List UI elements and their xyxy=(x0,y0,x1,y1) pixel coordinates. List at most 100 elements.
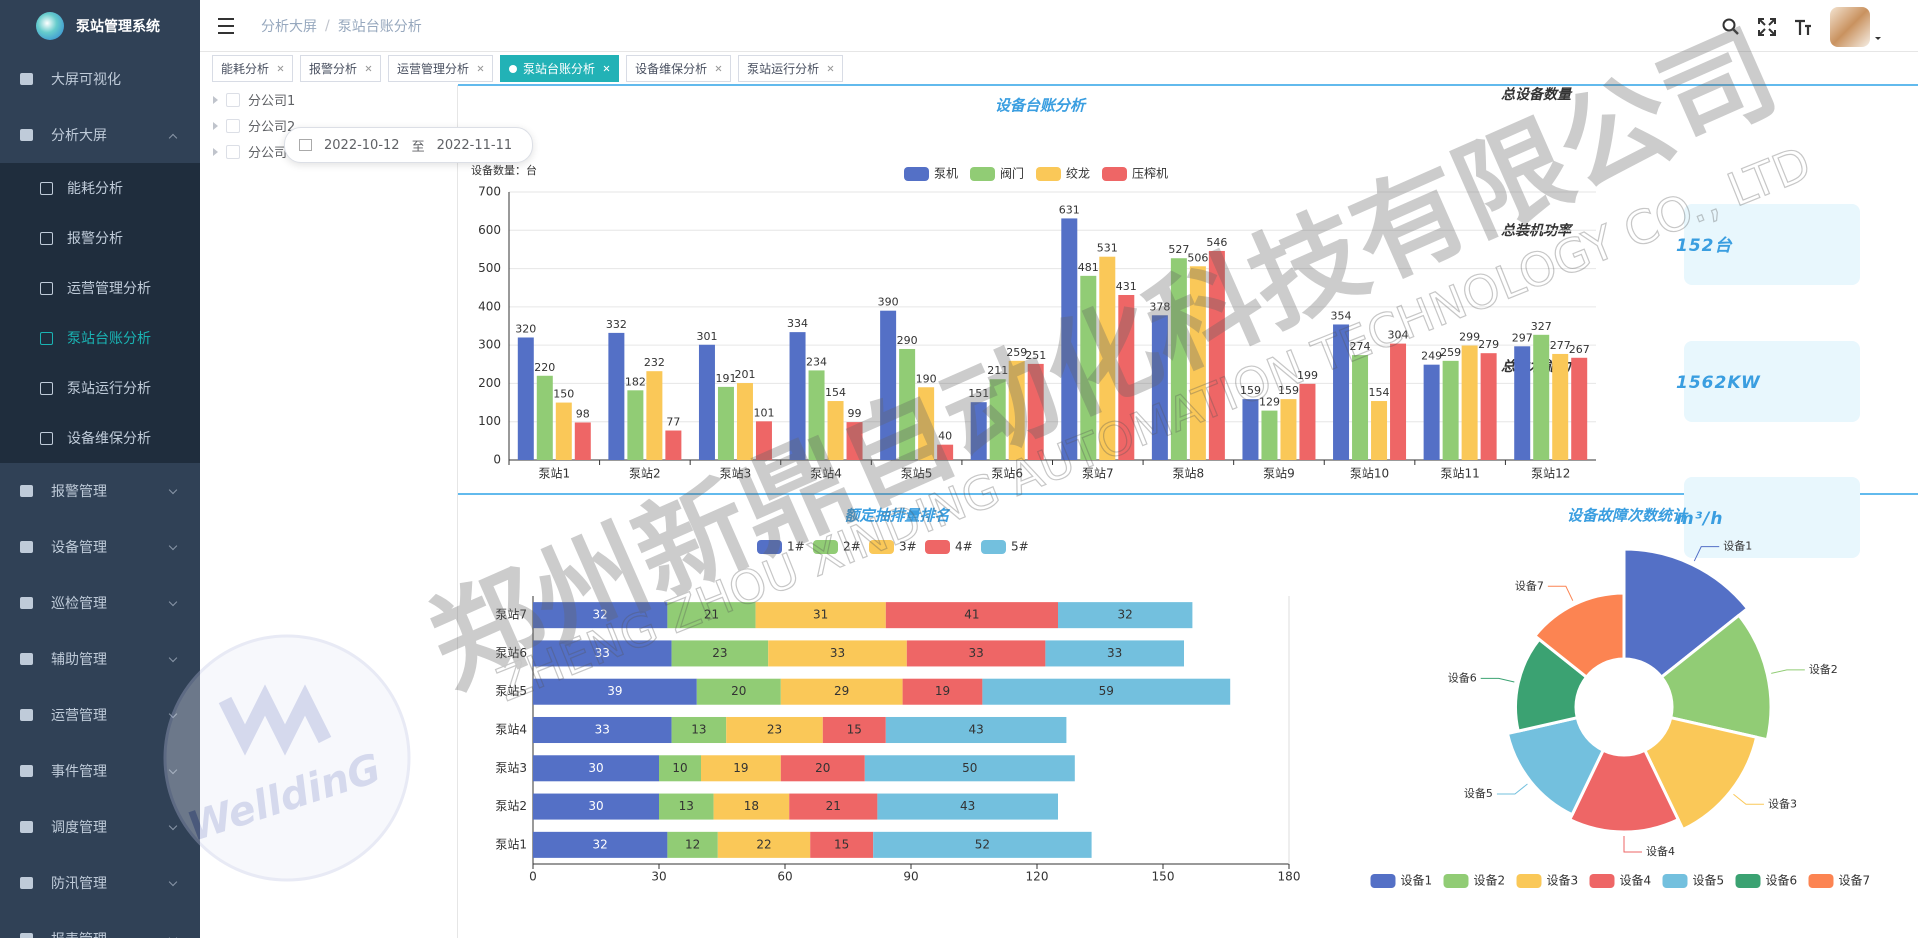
menu-item[interactable]: 防汛管理 xyxy=(0,855,200,911)
legend-swatch xyxy=(970,167,995,181)
submenu-item[interactable]: 泵站台账分析 xyxy=(0,313,200,363)
legend-label: 设备3 xyxy=(1547,874,1579,888)
menu-item[interactable]: 分析大屏 xyxy=(0,107,200,163)
breadcrumb-item[interactable]: 分析大屏 xyxy=(261,18,317,35)
checkbox[interactable] xyxy=(226,118,240,133)
segment-value-label: 30 xyxy=(588,799,603,813)
submenu-item[interactable]: 泵站运行分析 xyxy=(0,363,200,413)
chart-title: 设备台账分析 xyxy=(995,97,1087,115)
legend-label: 设备4 xyxy=(1620,874,1652,888)
bar-segment xyxy=(902,678,983,705)
tab[interactable]: 设备维保分析 xyxy=(626,55,732,82)
tab[interactable]: 报警分析 xyxy=(300,55,382,82)
tab-close[interactable] xyxy=(277,65,284,72)
bar xyxy=(1261,410,1278,460)
submenu-item[interactable]: 报警分析 xyxy=(0,213,200,263)
menu-item[interactable]: 大屏可视化 xyxy=(0,51,200,107)
menu-item[interactable]: 巡检管理 xyxy=(0,575,200,631)
expand-arrow xyxy=(213,121,218,130)
checkbox[interactable] xyxy=(226,92,240,107)
fullscreen-icon[interactable] xyxy=(1758,18,1776,36)
stat-value: 1562KW xyxy=(1676,373,1761,393)
expand-arrow xyxy=(213,95,218,104)
rose-slice xyxy=(1533,591,1626,679)
bar-value-label: 354 xyxy=(1331,309,1352,322)
tab[interactable]: 泵站运行分析 xyxy=(738,55,844,82)
label-line xyxy=(1496,783,1528,795)
menu-toggle[interactable] xyxy=(218,17,234,34)
segment-value-label: 50 xyxy=(962,761,977,775)
tab[interactable]: 泵站台账分析 xyxy=(500,55,620,82)
label-line xyxy=(1623,836,1642,853)
legend-label: 设备6 xyxy=(1766,874,1798,888)
x-tick-label: 泵站6 xyxy=(991,467,1023,481)
menu-item[interactable]: 设备管理 xyxy=(0,519,200,575)
slice-label: 设备3 xyxy=(1768,796,1797,810)
menu-item[interactable]: 报表管理 xyxy=(0,911,200,938)
menu-label: 防汛管理 xyxy=(51,876,107,892)
font-size-icon[interactable] xyxy=(1794,18,1812,36)
search-icon[interactable] xyxy=(1722,18,1740,36)
tab-close[interactable] xyxy=(715,65,722,72)
segment-value-label: 33 xyxy=(1107,646,1122,660)
segment-value-label: 43 xyxy=(960,799,975,813)
bar xyxy=(1390,343,1407,460)
bar-segment xyxy=(659,755,701,782)
y-tick-label: 泵站7 xyxy=(495,608,527,622)
bar xyxy=(1151,315,1168,460)
menu-item[interactable]: 运营管理 xyxy=(0,687,200,743)
bar-segment xyxy=(885,602,1058,629)
segment-value-label: 15 xyxy=(847,723,862,737)
x-tick-label: 150 xyxy=(1152,870,1175,884)
date-range-picker[interactable]: 2022-10-12 至 2022-11-11 xyxy=(284,127,533,163)
bar-value-label: 299 xyxy=(1459,331,1480,344)
bar-segment xyxy=(1058,602,1193,629)
menu-item[interactable]: 报警管理 xyxy=(0,463,200,519)
bar-value-label: 191 xyxy=(715,372,736,385)
segment-value-label: 23 xyxy=(767,723,782,737)
tab[interactable]: 运营管理分析 xyxy=(388,55,494,82)
tree-node[interactable]: 分公司2 xyxy=(213,116,295,135)
bar-value-label: 99 xyxy=(848,407,862,420)
menu-item[interactable]: 事件管理 xyxy=(0,743,200,799)
tab-close[interactable] xyxy=(827,65,834,72)
tab-close[interactable] xyxy=(603,65,610,72)
submenu-label: 运营管理分析 xyxy=(67,281,151,297)
segment-value-label: 41 xyxy=(964,608,979,622)
bar-segment xyxy=(780,755,865,782)
bar-value-label: 290 xyxy=(897,334,918,347)
segment-value-label: 33 xyxy=(830,646,845,660)
label-line xyxy=(1693,546,1720,562)
segment-value-label: 20 xyxy=(815,761,830,775)
tab-close[interactable] xyxy=(365,65,372,72)
chevron-down xyxy=(168,653,178,663)
bar-value-label: 150 xyxy=(553,388,574,401)
bar-segment xyxy=(717,831,811,858)
tree-node[interactable]: 分公司3 xyxy=(213,142,295,161)
submenu-item[interactable]: 能耗分析 xyxy=(0,163,200,213)
menu-item[interactable]: 调度管理 xyxy=(0,799,200,855)
tree-node[interactable]: 分公司1 xyxy=(213,90,295,109)
bar-value-label: 98 xyxy=(576,407,590,420)
bar-value-label: 481 xyxy=(1078,261,1099,274)
bar-segment xyxy=(755,602,886,629)
avatar[interactable] xyxy=(1830,7,1882,47)
chart-title: 额定抽排量排名 xyxy=(844,507,950,525)
segment-value-label: 39 xyxy=(607,684,622,698)
stat-card xyxy=(1684,341,1860,422)
submenu-item[interactable]: 运营管理分析 xyxy=(0,263,200,313)
label-line xyxy=(1771,669,1805,674)
tab[interactable]: 能耗分析 xyxy=(212,55,294,82)
legend-swatch xyxy=(1443,874,1469,888)
checkbox[interactable] xyxy=(226,144,240,159)
menu-icon xyxy=(20,933,33,938)
submenu-item[interactable]: 设备维保分析 xyxy=(0,413,200,463)
y-tick-label: 400 xyxy=(478,299,501,313)
slice-label: 设备7 xyxy=(1515,578,1544,592)
menu-item[interactable]: 辅助管理 xyxy=(0,631,200,687)
bar-value-label: 274 xyxy=(1350,340,1371,353)
legend-swatch xyxy=(1808,874,1834,888)
tab-close[interactable] xyxy=(477,65,484,72)
bar xyxy=(1371,401,1388,460)
bar xyxy=(627,390,644,460)
